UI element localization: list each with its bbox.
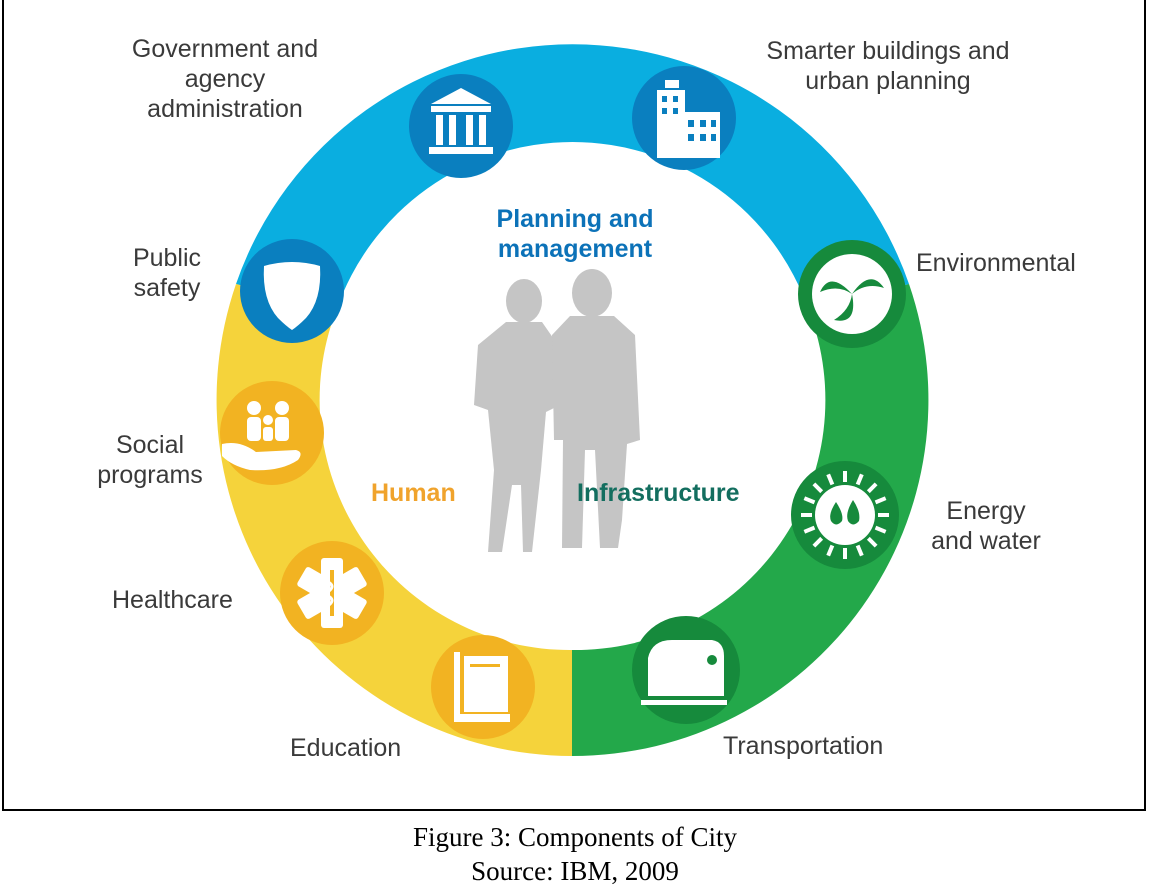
man-silhouette (552, 269, 640, 548)
book-icon (431, 635, 535, 739)
medical-star-icon (280, 541, 384, 645)
sun-ray (826, 544, 835, 557)
city-buildings-icon (632, 66, 736, 170)
figure-frame (2, 0, 1146, 811)
label-healthcare: Healthcare (112, 586, 233, 614)
label-environmental: Environmental (916, 249, 1076, 277)
train-icon (632, 616, 740, 724)
label-education: Education (290, 734, 402, 762)
sun-ray (855, 473, 864, 486)
sun-ray (812, 536, 824, 548)
environment-swirl-icon (798, 240, 906, 348)
sun-ray (812, 482, 824, 494)
sun-ray (855, 544, 864, 557)
label-energy-water: Energy and water (931, 497, 1041, 555)
family-hand-icon (220, 381, 324, 485)
label-transportation: Transportation (723, 732, 884, 760)
figure-source: Source: IBM, 2009 (471, 856, 679, 886)
police-badge-icon (240, 239, 344, 343)
label-social-programs: Social programs (97, 431, 203, 489)
label-smarter-buildings: Smarter buildings and urban planning (766, 37, 1010, 95)
label-public-safety: Public safety (132, 244, 202, 302)
government-building-icon (409, 74, 513, 178)
city-components-diagram (216, 44, 929, 757)
center-infrastructure-label: Infrastructure (577, 479, 740, 507)
center-human-label: Human (371, 479, 456, 507)
sun-ray (874, 525, 887, 534)
sun-ray (866, 536, 878, 548)
label-government: Government and agency administration (131, 35, 319, 123)
woman-silhouette (474, 279, 560, 552)
sun-ray (866, 482, 878, 494)
sun-ray (803, 496, 816, 505)
sun-ray (874, 496, 887, 505)
energy-water-drops-icon (791, 461, 899, 569)
figure-caption: Figure 3: Components of City (413, 822, 737, 852)
sun-ray (826, 473, 835, 486)
people-silhouette (474, 269, 640, 552)
center-planning-label: Planning and management (496, 205, 654, 263)
sun-ray (803, 525, 816, 534)
ring-planning-sector (236, 44, 909, 312)
